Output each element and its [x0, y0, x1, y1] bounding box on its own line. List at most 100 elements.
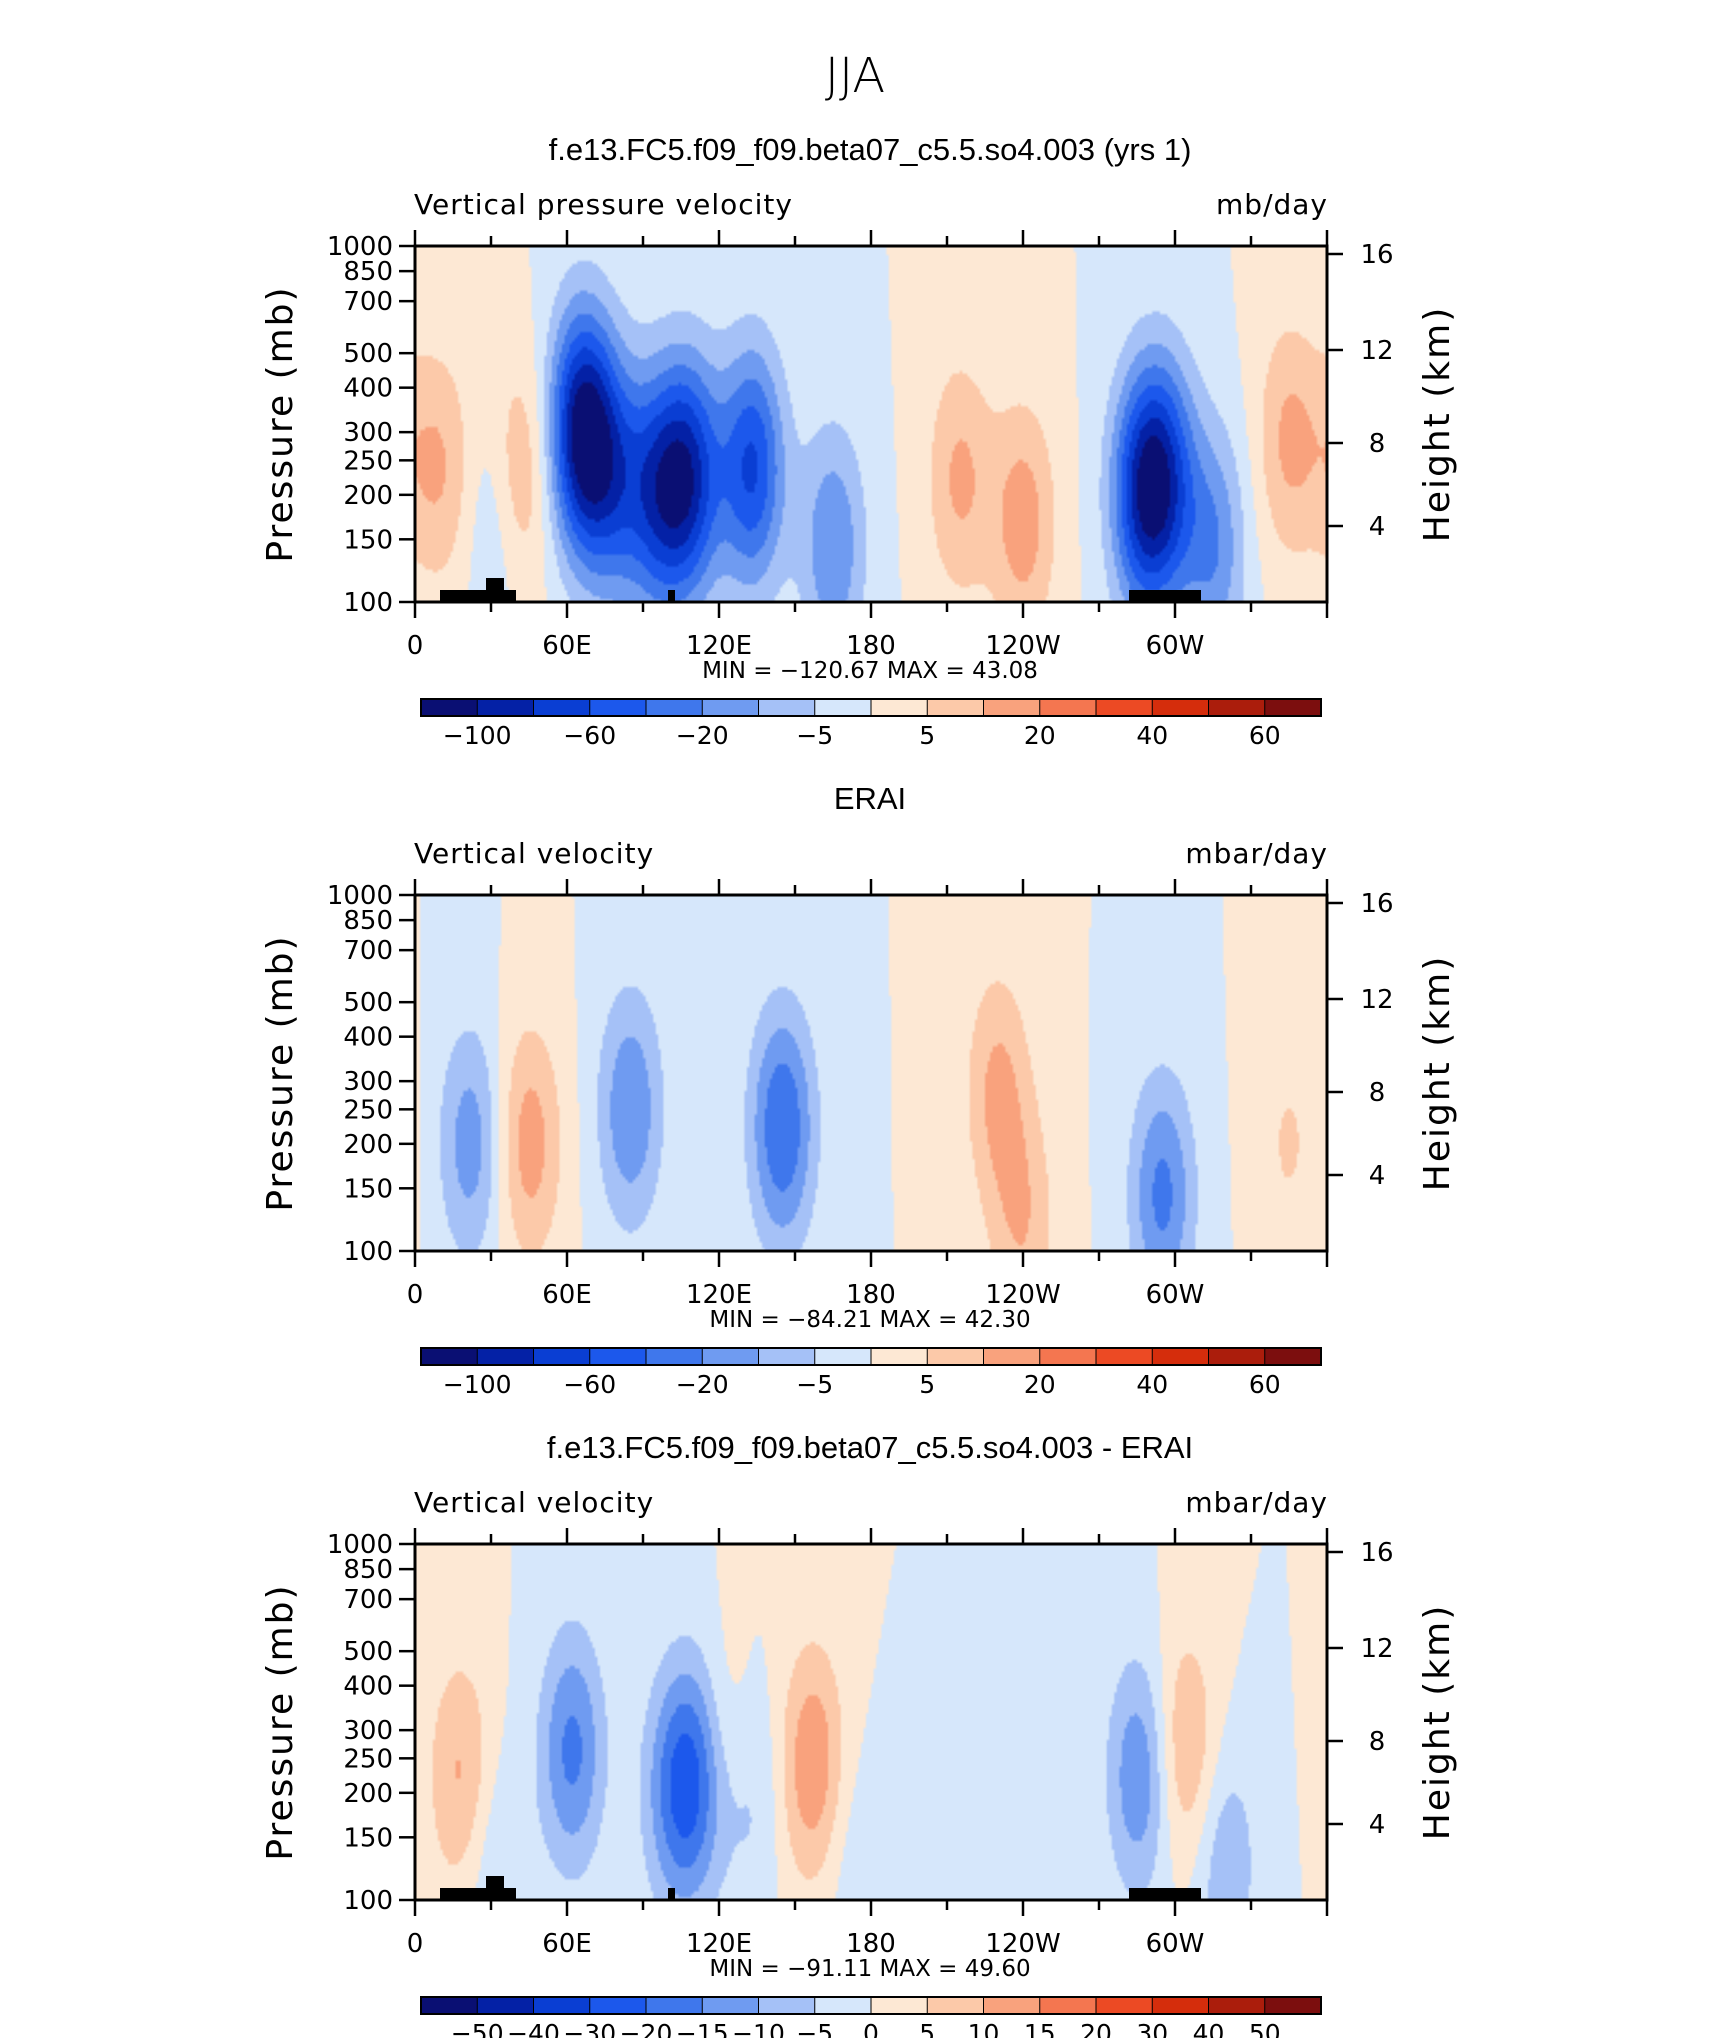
colorbar-label: 40 [1136, 1370, 1168, 1399]
y-tick-label: 850 [343, 257, 393, 287]
y-tick-label: 700 [343, 936, 393, 966]
colorbar-swatch [1095, 698, 1154, 717]
y-tick-label: 150 [343, 1174, 393, 1204]
colorbar-swatch [1208, 1347, 1266, 1366]
x-tick-label: 120W [985, 631, 1060, 661]
colorbar-swatch [983, 1996, 1041, 2015]
y-axis-title: Pressure (mb) [260, 1583, 301, 1860]
colorbar-swatch [1095, 1996, 1154, 2015]
colorbar-label: −50 [451, 2019, 504, 2038]
colorbar-swatch [983, 1347, 1041, 1366]
colorbar-swatch [1151, 1347, 1210, 1366]
y-tick-label: 100 [343, 1886, 393, 1916]
colorbar-swatch [1208, 1996, 1266, 2015]
colorbar-label: 5 [919, 721, 935, 750]
y2-axis-title: Height (km) [1417, 955, 1458, 1191]
y-tick-label: 400 [343, 374, 393, 404]
colorbar-swatch [870, 698, 929, 717]
y2-tick-label: 4 [1369, 1810, 1386, 1840]
colorbar-label: 40 [1193, 2019, 1225, 2038]
colorbar-label: −20 [620, 2019, 673, 2038]
colorbar-swatch [420, 1347, 479, 1366]
colorbar-swatch [701, 1347, 760, 1366]
y-tick-label: 250 [343, 1744, 393, 1774]
panel-left-label: Vertical pressure velocity [414, 188, 793, 221]
colorbar-swatch [701, 1996, 760, 2015]
colorbar-swatch [476, 1347, 535, 1366]
x-tick-label: 60E [542, 1929, 592, 1959]
colorbar-label: 50 [1249, 2019, 1281, 2038]
heatmap-field [415, 895, 1327, 1251]
colorbar-swatch [814, 1996, 872, 2015]
colorbar-label: −100 [443, 1370, 512, 1399]
colorbar-swatch [589, 698, 647, 717]
colorbar-swatch [758, 1347, 816, 1366]
colorbar-swatch [420, 698, 479, 717]
colorbar-swatch [814, 698, 872, 717]
y2-tick-label: 16 [1360, 1538, 1393, 1568]
topography-block [440, 1888, 516, 1900]
colorbar-swatch [870, 1996, 929, 2015]
y-tick-label: 200 [343, 1130, 393, 1160]
colorbar-label: −20 [676, 721, 729, 750]
x-tick-label: 120E [686, 631, 752, 661]
colorbar-label: 15 [1024, 2019, 1056, 2038]
x-tick-label: 0 [407, 1280, 424, 1310]
colorbar-label: −15 [676, 2019, 729, 2038]
y-tick-label: 400 [343, 1672, 393, 1702]
colorbar-label: −20 [676, 1370, 729, 1399]
colorbar-swatch [758, 1996, 816, 2015]
colorbar-label: 20 [1024, 1370, 1056, 1399]
y-tick-label: 200 [343, 481, 393, 511]
y2-tick-label: 8 [1369, 1727, 1386, 1757]
x-tick-label: 180 [846, 1929, 896, 1959]
colorbar-swatch [1151, 698, 1210, 717]
y-tick-label: 1000 [327, 232, 393, 262]
colorbar-swatch [476, 698, 535, 717]
colorbar-swatch [1039, 1996, 1097, 2015]
colorbar-label: 5 [919, 1370, 935, 1399]
y-tick-label: 400 [343, 1023, 393, 1053]
y2-tick-label: 12 [1360, 1634, 1393, 1664]
colorbar-swatch [645, 1996, 704, 2015]
x-tick-label: 60E [542, 1280, 592, 1310]
x-tick-label: 120W [985, 1280, 1060, 1310]
topography-block [1129, 1888, 1201, 1900]
panel-3: f.e13.FC5.f09_f09.beta07_c5.5.so4.003 - … [260, 1430, 1458, 2038]
panel-title: f.e13.FC5.f09_f09.beta07_c5.5.so4.003 - … [547, 1430, 1193, 1465]
colorbar-swatch [420, 1996, 479, 2015]
y-tick-label: 1000 [327, 1530, 393, 1560]
colorbar-label: 0 [863, 2019, 879, 2038]
y2-tick-label: 8 [1369, 429, 1386, 459]
x-tick-label: 180 [846, 1280, 896, 1310]
x-tick-label: 60E [542, 631, 592, 661]
colorbar-swatch [701, 698, 760, 717]
y-tick-label: 500 [343, 339, 393, 369]
colorbar-frame [420, 698, 1322, 717]
topography-block [440, 590, 516, 602]
topography-block [668, 590, 675, 602]
x-tick-label: 60W [1146, 1280, 1205, 1310]
y-tick-label: 700 [343, 1585, 393, 1615]
x-tick-label: 180 [846, 631, 896, 661]
y-tick-label: 300 [343, 418, 393, 448]
y-tick-label: 250 [343, 446, 393, 476]
y-tick-label: 300 [343, 1716, 393, 1746]
minmax-text: MIN = −84.21 MAX = 42.30 [709, 1307, 1030, 1333]
panel-1: f.e13.FC5.f09_f09.beta07_c5.5.so4.003 (y… [260, 132, 1458, 750]
y2-tick-label: 4 [1369, 1161, 1386, 1191]
x-tick-label: 120E [686, 1929, 752, 1959]
y-tick-label: 150 [343, 525, 393, 555]
topography-block [668, 1888, 675, 1900]
colorbar-swatch [1151, 1996, 1210, 2015]
topography-block [486, 578, 504, 602]
colorbar-swatch [645, 698, 704, 717]
y2-tick-label: 4 [1369, 512, 1386, 542]
minmax-text: MIN = −91.11 MAX = 49.60 [709, 1956, 1030, 1982]
y2-tick-label: 12 [1360, 336, 1393, 366]
y2-tick-label: 16 [1360, 240, 1393, 270]
y-tick-label: 1000 [327, 881, 393, 911]
colorbar-label: −60 [563, 1370, 616, 1399]
colorbar-label: 60 [1249, 1370, 1281, 1399]
